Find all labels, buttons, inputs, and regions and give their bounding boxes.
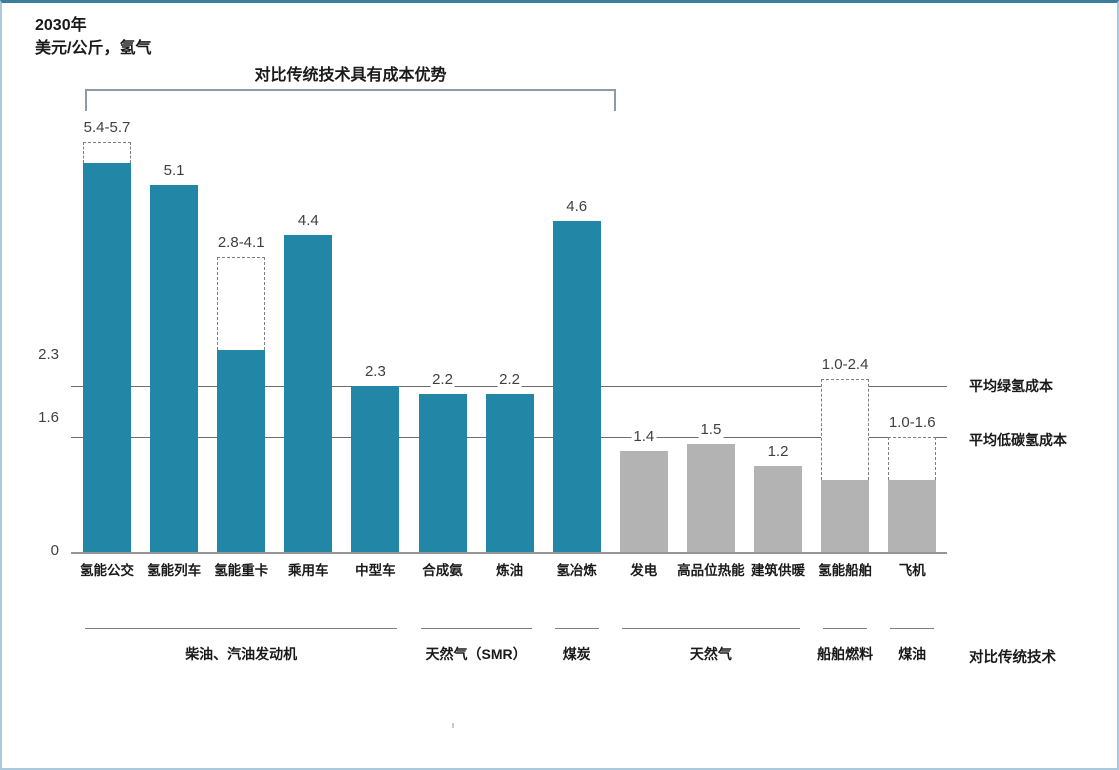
category-label-合成氨: 合成氨 — [422, 563, 463, 578]
value-label-发电: 1.4 — [631, 428, 657, 446]
value-label-中型车: 2.3 — [362, 363, 388, 381]
category-label-氢能重卡: 氢能重卡 — [214, 563, 269, 578]
title-block: 2030年 美元/公斤，氢气 — [35, 14, 151, 60]
range-box-飞机 — [888, 436, 937, 480]
group-line-煤炭 — [554, 628, 599, 629]
category-label-炼油: 炼油 — [496, 563, 524, 578]
x-axis-line — [71, 552, 947, 554]
group-label-船舶燃料: 船舶燃料 — [817, 646, 874, 662]
low-carbon-hydrogen-cost-label: 平均低碳氢成本 — [969, 431, 1067, 448]
group-label-天然气（SMR）: 天然气（SMR） — [425, 646, 527, 662]
value-label-炼油: 2.2 — [497, 370, 523, 388]
green-hydrogen-cost-label: 平均绿氢成本 — [969, 378, 1053, 395]
group-line-天然气（SMR） — [420, 628, 532, 629]
group-line-煤油 — [890, 628, 935, 629]
bar-中型车 — [351, 386, 400, 552]
value-label-飞机: 1.0-1.6 — [886, 413, 938, 431]
bar-氢能船舶 — [821, 480, 870, 552]
value-label-建筑供暖: 1.2 — [765, 442, 791, 460]
value-label-合成氨: 2.2 — [430, 370, 455, 388]
range-box-氢能公交 — [83, 141, 131, 164]
y-axis-tick-1.6: 1.6 — [38, 408, 59, 426]
value-label-氢能列车: 5.1 — [161, 161, 187, 179]
comparison-axis-title: 对比传统技术 — [969, 650, 1056, 666]
category-label-氢能列车: 氢能列车 — [147, 563, 202, 578]
hydrogen-cost-bar-chart: 2030年 美元/公斤，氢气 对比传统技术具有成本优势 平均绿氢成本 平均低碳氢成… — [2, 3, 1117, 768]
chart-title: 2030年 — [35, 17, 87, 34]
category-label-高品位热能: 高品位热能 — [677, 563, 745, 578]
bar-氢能列车 — [150, 184, 199, 552]
group-line-船舶燃料 — [823, 628, 868, 629]
chart-unit-label: 美元/公斤，氢气 — [35, 40, 152, 57]
group-label-天然气: 天然气 — [689, 646, 732, 662]
bar-氢能重卡 — [217, 350, 266, 552]
bar-建筑供暖 — [754, 465, 802, 552]
group-line-柴油、汽油发动机 — [85, 628, 398, 629]
bar-飞机 — [888, 480, 937, 552]
category-label-氢能公交: 氢能公交 — [80, 563, 134, 578]
bar-氢能公交 — [83, 163, 131, 552]
cost-advantage-bracket — [85, 89, 616, 111]
group-label-柴油、汽油发动机: 柴油、汽油发动机 — [185, 646, 298, 662]
category-label-乘用车: 乘用车 — [288, 563, 329, 578]
value-label-氢能公交: 5.4-5.7 — [81, 118, 133, 136]
bar-合成氨 — [418, 393, 467, 552]
category-label-氢能船舶: 氢能船舶 — [818, 563, 873, 578]
group-label-煤油: 煤油 — [898, 646, 927, 662]
group-label-煤炭: 煤炭 — [562, 646, 591, 662]
bar-氢冶炼 — [552, 220, 601, 552]
value-label-乘用车: 4.4 — [295, 212, 321, 230]
range-box-氢能重卡 — [217, 256, 266, 351]
category-label-氢冶炼: 氢冶炼 — [556, 563, 597, 578]
bracket-annotation-label: 对比传统技术具有成本优势 — [254, 67, 447, 84]
category-label-中型车: 中型车 — [355, 563, 396, 578]
group-line-天然气 — [621, 628, 800, 629]
bar-炼油 — [485, 393, 534, 552]
y-axis-tick-2.3: 2.3 — [38, 346, 59, 364]
y-axis-tick-0: 0 — [50, 542, 59, 559]
value-label-氢冶炼: 4.6 — [564, 197, 590, 215]
bar-发电 — [619, 451, 668, 552]
stray-mark — [452, 723, 454, 728]
category-label-建筑供暖: 建筑供暖 — [751, 563, 805, 578]
value-label-氢能重卡: 2.8-4.1 — [215, 233, 267, 251]
bar-高品位热能 — [686, 444, 735, 552]
bar-乘用车 — [284, 235, 333, 552]
value-label-高品位热能: 1.5 — [698, 421, 724, 438]
range-box-氢能船舶 — [821, 379, 870, 480]
category-label-发电: 发电 — [630, 563, 658, 578]
value-label-氢能船舶: 1.0-2.4 — [819, 356, 871, 374]
category-label-飞机: 飞机 — [898, 563, 926, 578]
